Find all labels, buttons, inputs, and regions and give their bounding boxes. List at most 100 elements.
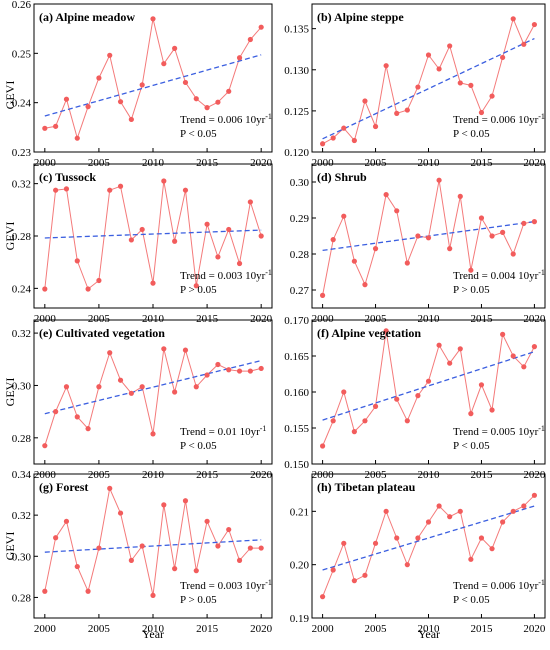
data-point: [447, 246, 453, 252]
data-point: [85, 286, 91, 292]
data-point: [53, 535, 59, 541]
x-tick-label: 2005: [88, 313, 111, 325]
x-tick-label: 2005: [365, 157, 388, 169]
data-point: [74, 135, 80, 141]
data-point: [489, 407, 495, 413]
data-point: [500, 331, 506, 337]
data-point: [362, 418, 368, 424]
data-point: [150, 280, 156, 286]
data-point: [478, 535, 485, 541]
x-tick-label: 2005: [88, 623, 111, 635]
data-point: [468, 411, 474, 417]
data-point: [96, 277, 102, 284]
data-point: [319, 443, 326, 449]
data-point: [42, 125, 48, 131]
data-point: [531, 492, 538, 498]
data-point: [362, 572, 368, 578]
data-point: [85, 588, 91, 594]
data-point: [236, 557, 243, 564]
x-tick-label: 2010: [142, 623, 165, 635]
panel-1: 0.23 0.24 0.25 0.26 2000 2005 2010 2015 2020 (a) …: [12, 0, 273, 169]
plot-frame: [33, 319, 273, 465]
y-tick-label: 0.26: [12, 0, 32, 11]
data-point: [341, 389, 347, 395]
data-point: [63, 384, 70, 390]
trend-unit-superscript: -1: [265, 268, 272, 277]
data-point: [372, 403, 379, 409]
data-point: [468, 267, 474, 273]
data-point: [404, 260, 410, 266]
data-point: [204, 518, 210, 524]
data-point: [128, 116, 134, 123]
y-tick-label: 0.30: [12, 551, 32, 563]
data-point: [96, 545, 102, 551]
data-point: [468, 82, 474, 88]
x-tick-label: 2000: [34, 313, 57, 325]
data-point: [351, 137, 357, 144]
data-point: [404, 107, 410, 113]
data-point: [182, 498, 189, 504]
data-point: [172, 238, 178, 244]
x-tick-label: 2020: [523, 623, 546, 635]
data-point: [74, 563, 80, 570]
y-tick-label: 0.27: [290, 285, 310, 297]
data-point: [500, 229, 506, 235]
y-tick-label: 0.32: [12, 510, 31, 522]
panel-8: 0.19 0.20 0.21 2000 2005 2010 2015 2020 (h) Tibe…: [290, 473, 546, 635]
data-point: [341, 540, 347, 546]
trend-unit-superscript: -1: [538, 578, 545, 587]
data-point: [182, 187, 189, 193]
x-tick-label: 2000: [312, 623, 335, 635]
data-point: [215, 99, 221, 105]
data-point: [193, 568, 199, 574]
y-tick-label: 0.150: [284, 459, 309, 471]
p-value-annotation: P < 0.05: [453, 128, 490, 140]
y-tick-label: 0.32: [12, 179, 31, 191]
data-point: [117, 510, 124, 516]
x-tick-label: 2020: [523, 469, 546, 481]
y-tick-label: 0.21: [290, 506, 309, 518]
data-point: [489, 233, 495, 239]
x-axis-label-right: Year: [418, 627, 440, 641]
trend-annotation: Trend = 0.006 10yr-1: [180, 112, 272, 126]
trend-annotation: Trend = 0.004 10yr-1: [453, 268, 545, 282]
data-point: [117, 99, 124, 105]
data-point: [425, 52, 432, 58]
y-tick-label: 0.135: [284, 24, 309, 36]
data-point: [215, 543, 221, 549]
data-point: [96, 384, 102, 390]
data-point: [247, 199, 253, 205]
trend-line: [44, 54, 262, 117]
trend-unit-superscript: -1: [538, 268, 545, 277]
data-point: [489, 546, 495, 552]
data-point: [394, 208, 400, 214]
data-point: [521, 220, 527, 226]
x-tick-label: 2020: [250, 313, 273, 325]
data-point: [236, 260, 243, 267]
data-point: [42, 286, 48, 292]
trend-annotation: Trend = 0.01 10yr-1: [180, 424, 266, 438]
x-tick-label: 2000: [312, 469, 335, 481]
data-point: [372, 540, 379, 546]
data-point: [96, 75, 102, 81]
data-point: [531, 21, 538, 28]
x-tick-label: 2005: [88, 469, 111, 481]
data-point: [425, 235, 432, 241]
data-point: [457, 80, 463, 86]
data-point: [85, 426, 91, 432]
x-tick-label: 2015: [196, 469, 219, 481]
x-tick-label: 2015: [470, 157, 493, 169]
y-tick-label: 0.30: [12, 380, 32, 392]
data-point: [362, 282, 368, 288]
data-point: [457, 193, 463, 199]
data-point: [404, 562, 410, 568]
data-point: [394, 396, 400, 402]
data-point: [182, 347, 189, 353]
data-point: [204, 372, 210, 378]
data-point: [351, 578, 357, 584]
data-point: [53, 187, 59, 193]
p-value-annotation: P < 0.05: [180, 128, 217, 140]
data-point: [226, 226, 232, 233]
data-point: [150, 592, 156, 598]
data-point: [394, 110, 400, 116]
